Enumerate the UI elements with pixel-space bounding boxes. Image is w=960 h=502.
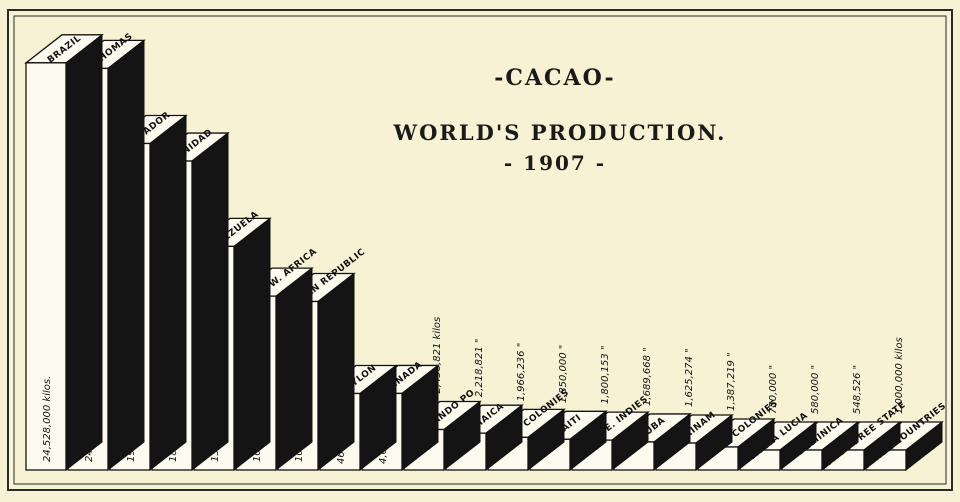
bar-face	[25, 62, 67, 471]
bar-value-label: 548,526 "	[852, 365, 863, 414]
bar-side	[233, 217, 271, 472]
chart-title: -CACAO-	[494, 65, 615, 91]
bar-value-label: 1,800,153 "	[600, 345, 611, 404]
bar-side	[317, 272, 355, 472]
bar-side	[191, 132, 229, 472]
bar-value-label: 1,625,274 "	[684, 348, 695, 407]
bar-value-label: 580,000 "	[810, 365, 821, 414]
bar-side	[107, 39, 145, 472]
bar-side	[65, 33, 103, 472]
bar-value-label: 24,528,000 kilos.	[42, 376, 53, 462]
bar-value-label: 750,000 "	[768, 365, 779, 414]
bar-value-label: 1,387,219 "	[726, 352, 737, 411]
chart-year: - 1907 -	[504, 151, 606, 175]
bar-value-label: 1,689,668 "	[642, 347, 653, 406]
bar-value-label: 2,218,821 "	[474, 338, 485, 397]
bar-side	[149, 114, 187, 472]
bar-side	[275, 267, 313, 472]
outer-frame	[7, 9, 953, 491]
chart-subtitle: WORLD'S PRODUCTION.	[393, 120, 727, 145]
bar-value-label: 1,000,000 kilos	[894, 337, 905, 414]
bar-value-label: 1,966,236 "	[516, 343, 527, 402]
bar-value-label: 1,850,000 "	[558, 345, 569, 404]
bar-value-label: 2,438,821 kilos	[432, 317, 443, 394]
inner-frame	[13, 15, 947, 485]
